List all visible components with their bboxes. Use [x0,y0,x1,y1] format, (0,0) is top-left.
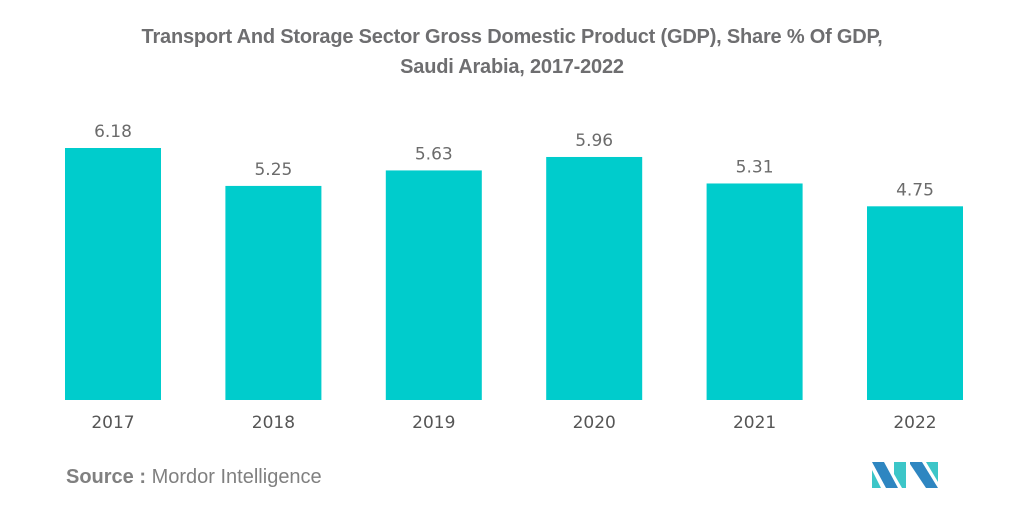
data-label-2020: 5.96 [575,131,613,151]
x-tick-label-2021: 2021 [733,413,776,433]
x-tick-label-2017: 2017 [91,413,134,433]
source-note: Source : Mordor Intelligence [66,466,322,489]
source-label: Source : [66,466,147,488]
source-name: Mordor Intelligence [151,466,322,488]
mordor-intelligence-logo-icon [872,462,938,488]
x-tick-label-2022: 2022 [893,413,936,433]
chart-title-line-1: Transport And Storage Sector Gross Domes… [141,26,883,48]
bar-2022 [867,206,963,400]
data-label-2018: 5.25 [254,160,292,180]
x-tick-label-2020: 2020 [573,413,616,433]
data-label-2022: 4.75 [896,180,934,200]
bar-2017 [65,148,161,400]
bar-2019 [385,170,482,400]
x-tick-label-2019: 2019 [412,413,455,433]
chart-title: Transport And Storage Sector Gross Domes… [0,22,1024,82]
data-label-2017: 6.18 [94,122,132,142]
x-tick-label-2018: 2018 [252,413,295,433]
bar-2021 [706,183,803,400]
chart-title-line-2: Saudi Arabia, 2017-2022 [400,56,624,78]
bar-2020 [546,156,643,400]
data-label-2021: 5.31 [736,157,774,177]
bar-2018 [225,185,322,400]
data-label-2019: 5.63 [415,144,453,164]
bar-chart: 6.18 2017 5.25 2018 5.63 2019 5.96 2020 5.31 2021… [65,122,963,433]
